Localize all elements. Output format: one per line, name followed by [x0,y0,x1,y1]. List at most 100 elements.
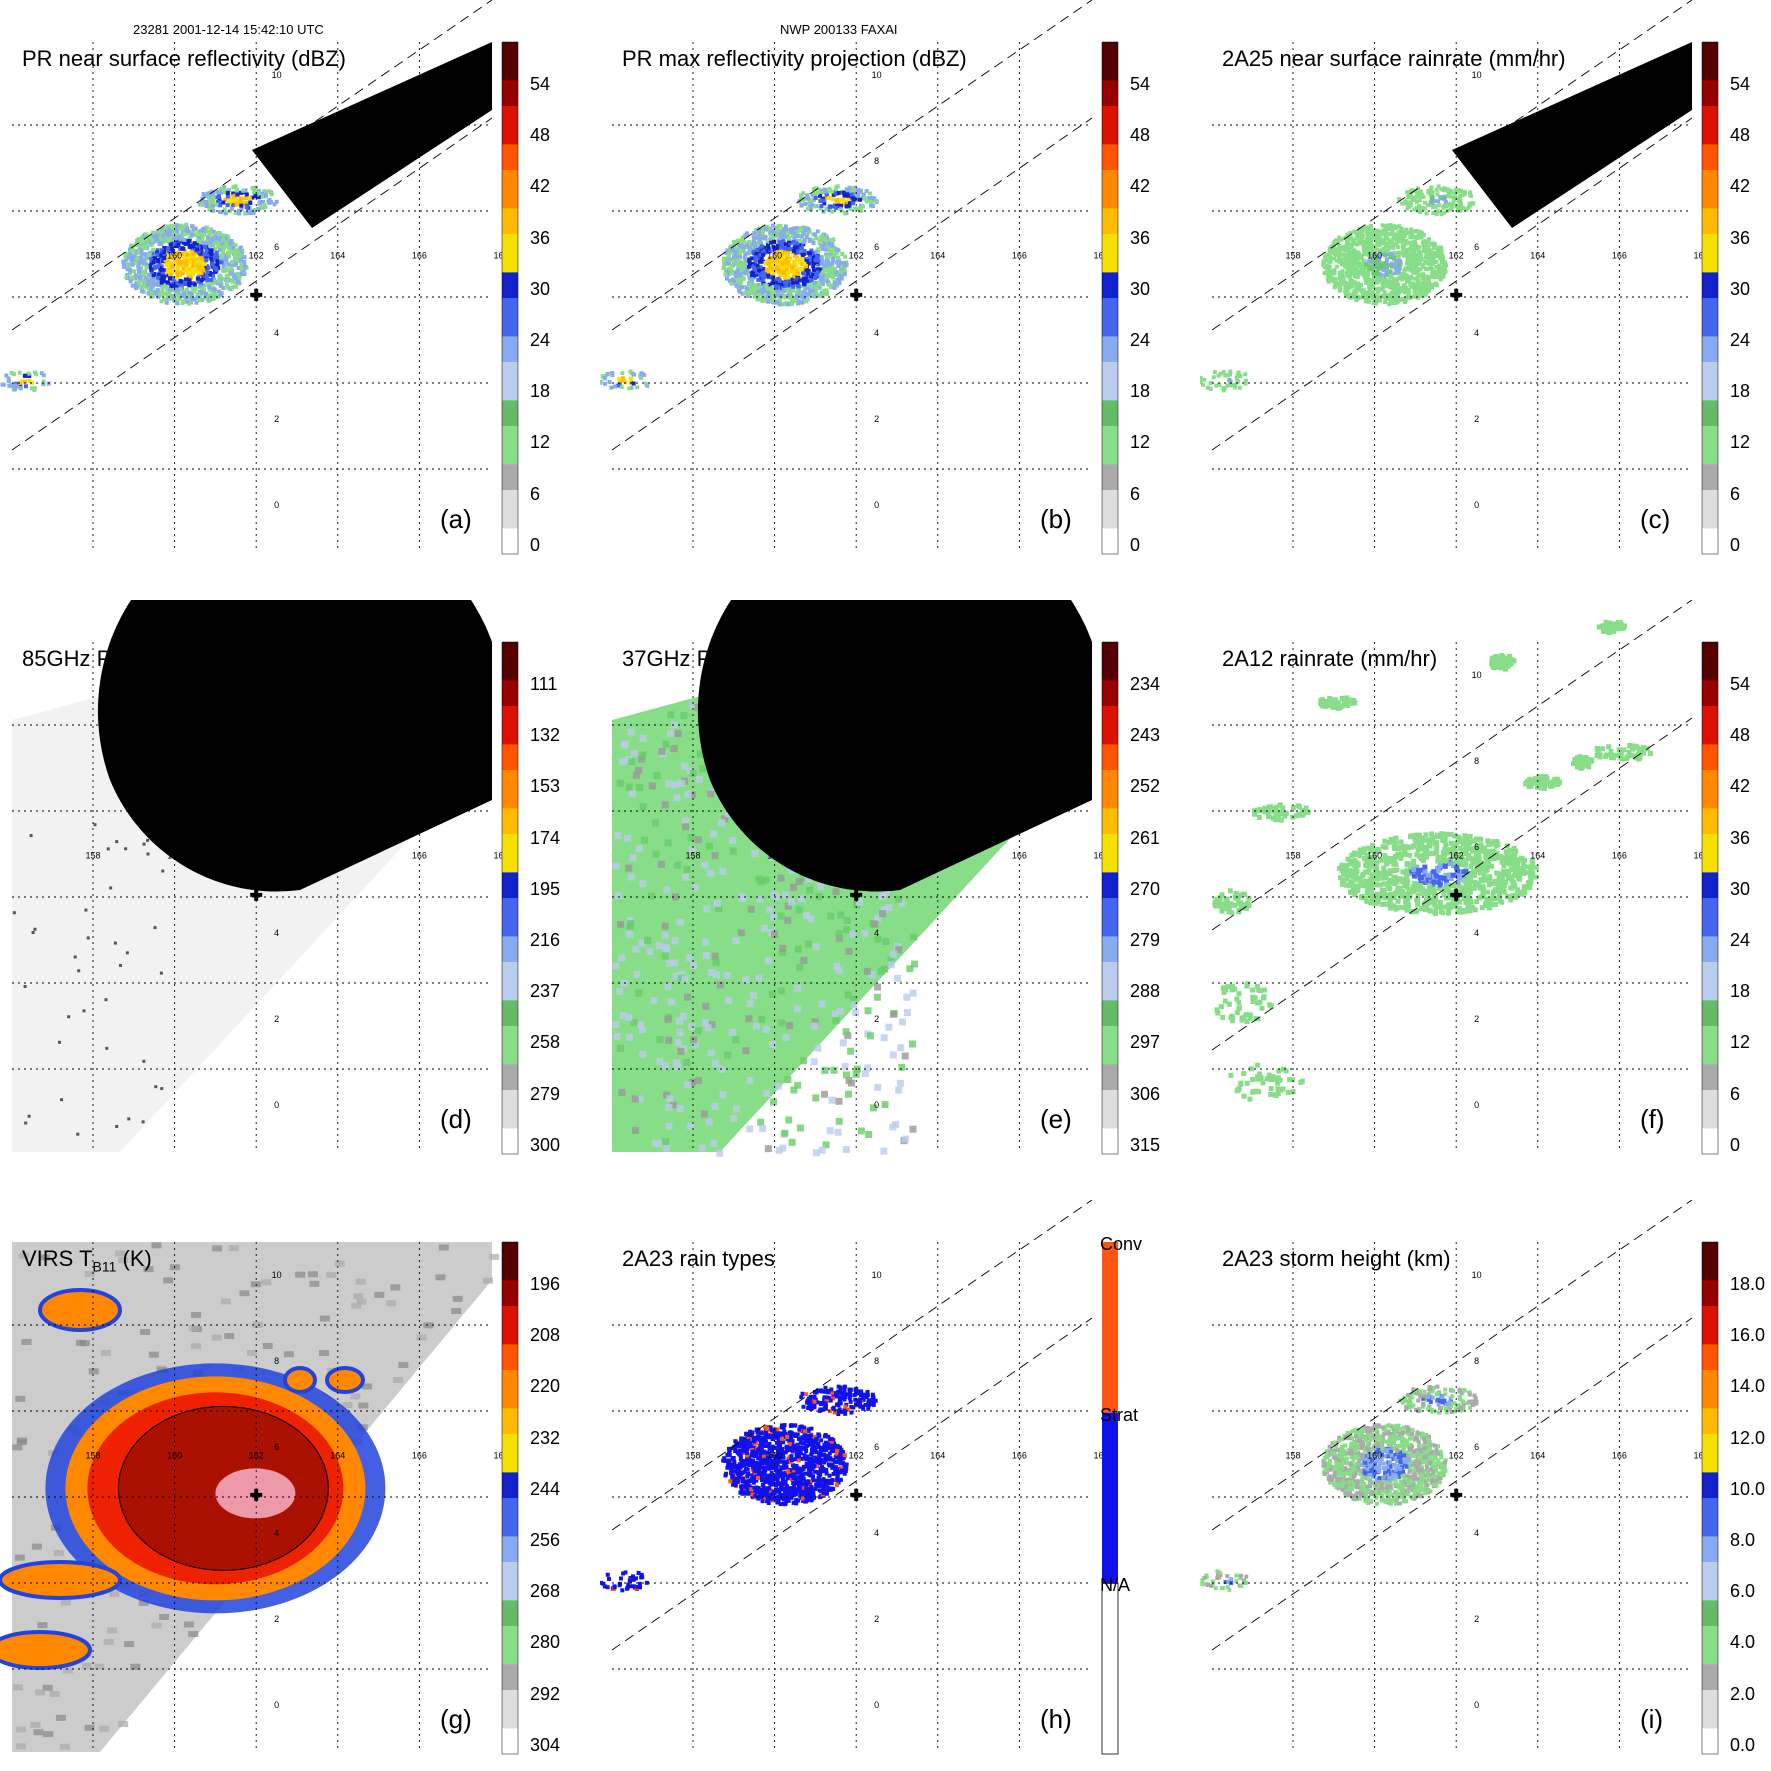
precip-pixel [789,302,794,307]
precip-pixel [818,267,823,272]
colorbar-segment [502,846,518,861]
precip-pixel [796,299,801,304]
precip-pixel [169,246,174,251]
precip-pixel [1243,381,1248,386]
precip-pixel [1390,228,1395,233]
precip-pixel [162,297,167,302]
precip-pixel [1386,223,1391,228]
colorbar-tick-label: 6 [1130,483,1141,504]
precip-pixel [761,294,766,299]
precip-pixel [162,280,167,285]
precip-pixel [729,281,734,286]
precip-pixel [1451,198,1456,203]
precip-pixel [1429,186,1434,191]
precip-pixel [837,279,842,284]
tmi-pixel [797,895,805,903]
tmi-pixel [898,1018,906,1026]
precip-pixel [188,254,193,259]
precip-pixel [160,234,165,239]
precip-pixel [193,233,198,238]
colorbar-segment [502,731,518,745]
tmi-pixel [815,893,823,901]
precip-pixel [836,200,841,205]
precip-pixel [1414,287,1419,292]
precip-pixel [792,226,797,231]
precip-pixel [753,255,758,260]
panel-label: (b) [1040,504,1072,534]
colorbar-segment [1102,667,1118,681]
precip-pixel [1454,857,1460,863]
precip-pixel [755,247,760,252]
precip-pixel [770,236,775,241]
tmi-pixel [702,951,710,959]
precip-pixel [256,195,261,200]
precip-pixel [769,240,774,245]
colorbar-segment [1102,642,1118,656]
colorbar-segment [1102,782,1118,797]
precip-pixel [1436,245,1441,250]
precip-pixel [262,202,267,207]
tmi-pixel [674,1063,682,1071]
tmi-pixel [879,910,887,918]
precip-pixel [126,255,131,260]
precip-pixel [825,279,830,284]
precip-pixel [764,225,769,230]
precip-pixel [1360,266,1365,271]
precip-pixel [771,277,776,282]
precip-pixel [825,192,830,197]
precip-pixel [752,245,757,250]
precip-pixel [193,226,198,231]
precip-pixel [187,267,192,272]
precip-pixel [1429,264,1434,269]
precip-pixel [1393,296,1398,301]
tmi-pixel [911,960,919,968]
precip-pixel [823,237,828,242]
precip-pixel [1441,188,1446,193]
precip-pixel [753,283,758,288]
precip-pixel [639,374,644,379]
tmi-pixel [684,1081,692,1089]
tmi-pixel [694,703,702,711]
tmi-pixel [832,888,840,896]
precip-pixel [1386,243,1391,248]
precip-pixel [781,227,786,232]
precip-pixel [11,372,16,377]
precip-pixel [838,203,843,208]
tmi-pixel [842,1028,850,1036]
precip-pixel [1368,278,1373,283]
tmi-pixel [728,1028,736,1036]
precip-pixel [792,253,797,258]
precip-pixel [175,281,180,286]
tmi-pixel [784,902,792,910]
precip-pixel [1333,277,1338,282]
precip-pixel [1395,279,1400,284]
precip-pixel [221,200,226,205]
precip-pixel [1409,200,1414,205]
colorbar-tick-label: 24 [1130,330,1151,350]
precip-pixel [1324,269,1329,274]
lon-tick-label: 168 [493,250,508,260]
precip-pixel [1366,247,1371,252]
precip-pixel [1332,285,1337,290]
tmi-pixel [663,1091,671,1099]
precip-pixel [241,267,246,272]
precip-pixel [1458,202,1463,207]
precip-pixel [758,283,763,288]
lon-tick-label: 162 [249,250,264,260]
precip-pixel [823,290,828,295]
swath-edges [611,0,1093,451]
precip-pixel [269,192,274,197]
tmi-pixel [698,1144,706,1152]
precip-pixel [1397,290,1402,295]
colorbar-segment [1102,923,1118,937]
lat-tick-label: 10 [1472,70,1482,80]
precip-pixel [1408,190,1413,195]
precip-pixel [130,262,135,267]
precip-pixel [845,193,850,198]
precip-pixel [822,242,827,247]
missing-data-disc [97,600,492,892]
lon-tick-label: 160 [767,250,782,260]
precip-pixel [796,266,801,271]
colorbar-segment [502,323,518,337]
precip-pixel [812,192,817,197]
